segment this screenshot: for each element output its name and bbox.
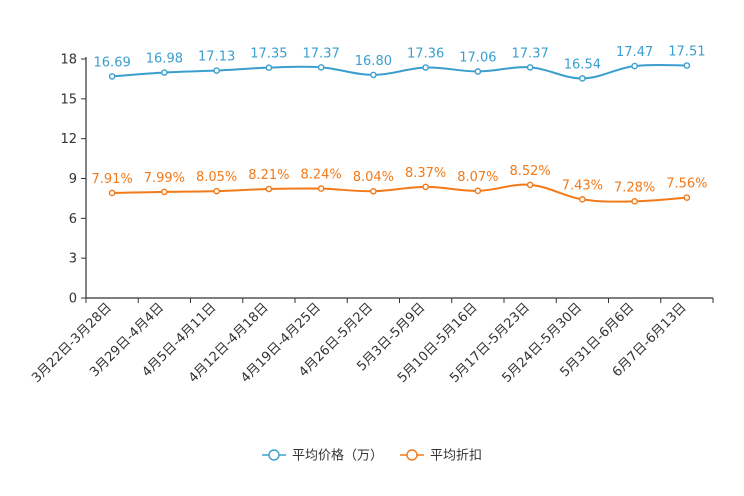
data-point[interactable] bbox=[108, 73, 116, 80]
data-point[interactable] bbox=[317, 64, 325, 71]
data-point[interactable] bbox=[265, 185, 273, 193]
data-label: 7.28% bbox=[614, 180, 655, 195]
legend-item-average-price[interactable]: 平均价格（万） bbox=[262, 448, 383, 464]
legend-label: 平均价格（万） bbox=[292, 448, 383, 464]
series-average-discount: 7.91% 7.99% 8.05% 8.21% 8.24% 8.04% 8.37% 8.07%… bbox=[91, 164, 708, 205]
data-point[interactable] bbox=[474, 68, 482, 75]
data-label: 17.51 bbox=[668, 45, 705, 60]
data-label: 16.98 bbox=[146, 52, 183, 67]
data-point[interactable] bbox=[161, 188, 168, 196]
y-tick-label: 12 bbox=[60, 132, 77, 147]
y-tick-label: 3 bbox=[69, 252, 77, 267]
data-point[interactable] bbox=[526, 64, 534, 71]
data-point[interactable] bbox=[474, 187, 482, 195]
x-axis: 3月22日-3月28日3月29日-4月4日4月5日-4月11日4月12日-4月1… bbox=[29, 297, 714, 386]
data-point[interactable] bbox=[422, 183, 429, 191]
data-label: 8.52% bbox=[509, 164, 550, 179]
data-label: 16.69 bbox=[94, 55, 131, 70]
legend-marker-icon bbox=[406, 449, 418, 461]
data-point[interactable] bbox=[422, 64, 429, 71]
y-tick-label: 18 bbox=[60, 53, 77, 68]
data-label: 17.06 bbox=[459, 50, 496, 65]
data-label: 17.37 bbox=[303, 46, 340, 61]
data-label: 8.07% bbox=[457, 170, 498, 185]
data-label: 8.21% bbox=[248, 168, 289, 183]
y-tick-label: 0 bbox=[69, 292, 77, 307]
series-layer: 16.69 16.98 17.13 17.35 17.37 16.80 17.36 17.06… bbox=[91, 45, 708, 205]
data-point[interactable] bbox=[161, 69, 168, 76]
data-label: 7.91% bbox=[91, 172, 132, 187]
series-average-price: 16.69 16.98 17.13 17.35 17.37 16.80 17.36 17.06… bbox=[94, 45, 705, 82]
data-point[interactable] bbox=[370, 187, 377, 195]
data-point[interactable] bbox=[213, 67, 220, 74]
legend-item-average-discount[interactable]: 平均折扣 bbox=[400, 449, 482, 464]
y-tick-label: 15 bbox=[60, 92, 77, 107]
data-point[interactable] bbox=[631, 198, 638, 205]
legend: 平均价格（万） 平均折扣 bbox=[262, 448, 482, 464]
data-point[interactable] bbox=[213, 187, 220, 195]
y-tick-label: 9 bbox=[69, 172, 77, 187]
series-line bbox=[112, 183, 687, 203]
data-label: 17.47 bbox=[616, 45, 653, 60]
legend-marker-icon bbox=[268, 449, 280, 461]
data-point[interactable] bbox=[579, 75, 586, 82]
data-point[interactable] bbox=[631, 62, 638, 70]
data-label: 17.37 bbox=[512, 46, 549, 61]
data-point[interactable] bbox=[370, 71, 377, 79]
data-label: 7.99% bbox=[144, 171, 185, 186]
series-line bbox=[112, 63, 687, 80]
data-label: 7.43% bbox=[562, 178, 603, 193]
data-label: 17.35 bbox=[250, 47, 287, 62]
y-axis: 0 3 6 9 12 15 18 bbox=[60, 53, 87, 307]
data-point[interactable] bbox=[317, 185, 325, 192]
data-label: 8.05% bbox=[196, 170, 237, 185]
data-point[interactable] bbox=[265, 64, 273, 71]
legend-label: 平均折扣 bbox=[430, 449, 482, 464]
data-label: 8.37% bbox=[405, 166, 446, 181]
y-tick-label: 6 bbox=[69, 212, 77, 227]
data-point[interactable] bbox=[683, 62, 691, 69]
data-label: 7.56% bbox=[666, 177, 707, 192]
data-label: 17.13 bbox=[198, 50, 235, 65]
data-point[interactable] bbox=[108, 189, 116, 197]
data-label: 8.24% bbox=[300, 168, 341, 183]
data-label: 16.54 bbox=[564, 57, 601, 72]
data-point[interactable] bbox=[683, 194, 691, 201]
data-label: 17.36 bbox=[407, 46, 444, 61]
data-label: 16.80 bbox=[355, 54, 392, 69]
data-label: 8.04% bbox=[353, 170, 394, 185]
data-point[interactable] bbox=[526, 181, 534, 189]
data-point[interactable] bbox=[579, 196, 586, 203]
